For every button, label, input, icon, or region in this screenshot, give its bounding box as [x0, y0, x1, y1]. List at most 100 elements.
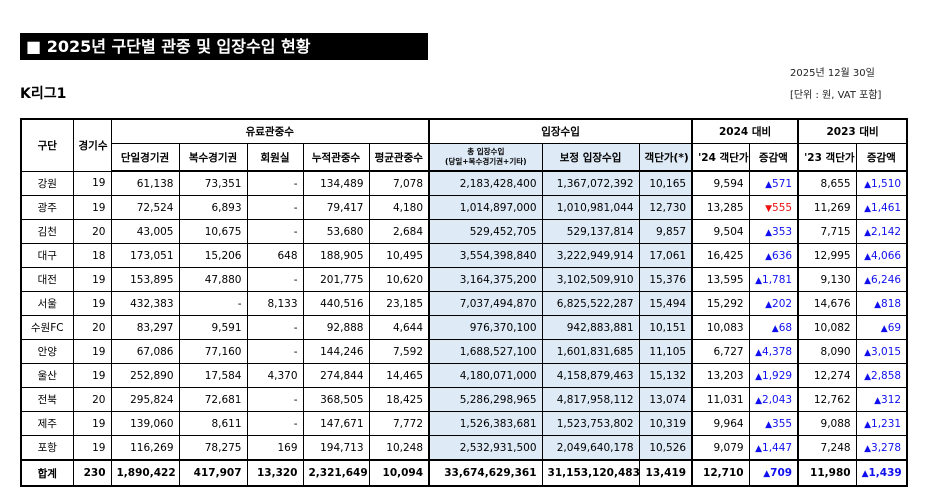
cell-average: 7,592 — [368, 339, 430, 364]
cell-single: 116,269 — [110, 435, 180, 461]
cell-change-24: ▲571 — [748, 170, 799, 196]
cell-adjusted-revenue: 529,137,814 — [541, 219, 640, 244]
change-value: 355 — [772, 417, 793, 430]
cell-per-capita: 10,151 — [638, 315, 693, 340]
cell-change-23: ▲4,066 — [855, 243, 908, 268]
cell-adjusted-revenue: 1,523,753,802 — [541, 411, 640, 436]
cell-per-capita-23: 14,676 — [797, 291, 857, 316]
table-row: 대구 18 173,051 15,206 648 188,905 10,495 3,554,3… — [20, 243, 908, 268]
cell-per-capita: 10,165 — [638, 170, 693, 196]
change-value: 555 — [772, 201, 793, 214]
change-value: 68 — [778, 321, 793, 334]
cell-change-23: ▲1,439 — [855, 459, 908, 487]
cell-total-revenue: 529,452,705 — [428, 219, 543, 244]
header-change-24: 증감액 — [748, 143, 799, 172]
header-vs-2023: 2023 대비 — [797, 118, 908, 144]
cell-per-capita: 17,061 — [638, 243, 693, 268]
table-row: 광주 19 72,524 6,893-79,417 4,180 1,014,897,000… — [20, 195, 908, 220]
header-revenue: 입장수입 — [428, 118, 693, 144]
cell-member: 169 — [246, 435, 304, 461]
cell-per-capita-23: 11,980 — [797, 459, 857, 487]
cell-change-24: ▲1,929 — [748, 363, 799, 388]
league-label: K리그1 — [20, 86, 67, 102]
triangle-up-icon: ▲ — [771, 323, 779, 334]
cell-per-capita: 13,419 — [638, 459, 693, 487]
table-row: 울산 19 252,890 17,584 4,370 274,844 14,465 4,180… — [20, 363, 908, 388]
header-adjusted-revenue: 보정 입장수입 — [541, 143, 640, 172]
cell-single: 61,138 — [110, 170, 180, 196]
cell-per-capita-24: 13,595 — [691, 267, 750, 292]
cell-per-capita-24: 13,203 — [691, 363, 750, 388]
cell-per-capita-24: 10,083 — [691, 315, 750, 340]
cell-change-24: ▲4,378 — [748, 339, 799, 364]
cell-change-23: ▲3,015 — [855, 339, 908, 364]
cell-per-capita-23: 9,088 — [797, 411, 857, 436]
cell-multi: 9,591 — [178, 315, 248, 340]
triangle-up-icon: ▲ — [864, 179, 872, 190]
cell-member: 4,370 — [246, 363, 304, 388]
cell-multi: 15,206 — [178, 243, 248, 268]
cell-per-capita-24: 9,594 — [691, 170, 750, 196]
change-value: 353 — [772, 225, 793, 238]
cell-games: 20 — [72, 219, 112, 244]
report-title: ■ 2025년 구단별 관중 및 입장수입 현황 — [20, 33, 428, 60]
triangle-up-icon: ▲ — [763, 469, 771, 479]
triangle-up-icon: ▲ — [765, 251, 773, 262]
cell-single: 432,383 — [110, 291, 180, 316]
header-paid-attendance: 유료관중수 — [110, 118, 430, 144]
cell-per-capita-23: 7,715 — [797, 219, 857, 244]
cell-adjusted-revenue: 1,010,981,044 — [541, 195, 640, 220]
change-value: 312 — [881, 393, 902, 406]
cell-adjusted-revenue: 4,158,879,463 — [541, 363, 640, 388]
cell-per-capita-24: 9,504 — [691, 219, 750, 244]
triangle-up-icon: ▲ — [864, 347, 872, 358]
cell-club: 포항 — [20, 435, 74, 461]
change-value: 2,858 — [871, 369, 902, 382]
triangle-up-icon: ▲ — [765, 419, 773, 430]
cell-per-capita: 15,132 — [638, 363, 693, 388]
cell-average: 10,620 — [368, 267, 430, 292]
cell-games: 230 — [72, 459, 112, 487]
cell-change-23: ▲2,858 — [855, 363, 908, 388]
cell-per-capita-24: 12,710 — [691, 459, 750, 487]
cell-adjusted-revenue: 3,222,949,914 — [541, 243, 640, 268]
header-cumulative: 누적관중수 — [302, 143, 370, 172]
header-club: 구단 — [20, 118, 74, 172]
table-row: 안양 19 67,086 77,160-144,246 7,592 1,688,527,1… — [20, 339, 908, 364]
cell-per-capita-23: 12,995 — [797, 243, 857, 268]
cell-change-24: ▲353 — [748, 219, 799, 244]
change-value: 3,278 — [871, 441, 902, 454]
cell-per-capita-24: 13,285 — [691, 195, 750, 220]
cell-cumulative: 201,775 — [302, 267, 370, 292]
change-value: 1,781 — [762, 273, 793, 286]
cell-member: - — [246, 195, 304, 220]
change-value: 2,142 — [871, 225, 902, 238]
cell-cumulative: 274,844 — [302, 363, 370, 388]
cell-club: 대구 — [20, 243, 74, 268]
change-value: 3,015 — [871, 345, 902, 358]
triangle-up-icon: ▲ — [755, 371, 763, 382]
cell-per-capita-24: 16,425 — [691, 243, 750, 268]
cell-cumulative: 92,888 — [302, 315, 370, 340]
cell-average: 4,644 — [368, 315, 430, 340]
table-row: 제주 19 139,060 8,611-147,671 7,772 1,526,383,6… — [20, 411, 908, 436]
change-value: 818 — [881, 297, 902, 310]
cell-change-23: ▲1,510 — [855, 170, 908, 196]
cell-change-23: ▲312 — [855, 387, 908, 412]
cell-change-23: ▲1,231 — [855, 411, 908, 436]
cell-per-capita: 11,105 — [638, 339, 693, 364]
cell-average: 14,465 — [368, 363, 430, 388]
cell-per-capita: 13,074 — [638, 387, 693, 412]
cell-member: - — [246, 170, 304, 196]
cell-change-24: ▲68 — [748, 315, 799, 340]
cell-per-capita-24: 15,292 — [691, 291, 750, 316]
cell-per-capita-23: 7,248 — [797, 435, 857, 461]
cell-member: - — [246, 267, 304, 292]
cell-games: 18 — [72, 243, 112, 268]
cell-per-capita: 15,376 — [638, 267, 693, 292]
triangle-up-icon: ▲ — [864, 275, 872, 286]
triangle-up-icon: ▲ — [874, 299, 882, 310]
cell-cumulative: 2,321,649 — [302, 459, 370, 487]
cell-single: 72,524 — [110, 195, 180, 220]
change-value: 6,246 — [871, 273, 902, 286]
